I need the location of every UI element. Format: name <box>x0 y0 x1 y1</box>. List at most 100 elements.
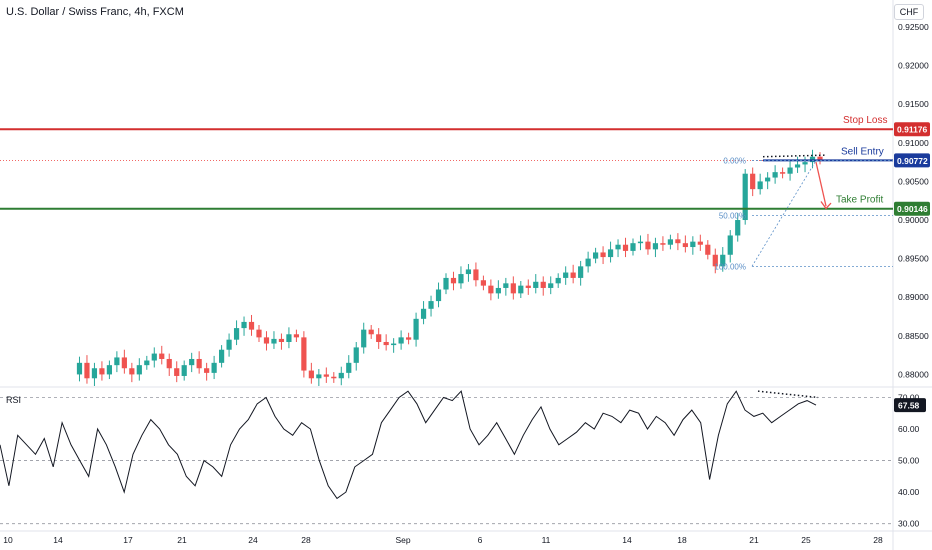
candle-body <box>465 269 472 275</box>
candle-body <box>308 370 314 379</box>
candle-body <box>181 365 187 376</box>
candle-body <box>106 365 112 375</box>
price-tick-label: 0.88500 <box>898 331 929 341</box>
candle-body <box>361 329 367 348</box>
candle-body <box>510 283 516 294</box>
sell-arrow-shaft <box>815 161 827 207</box>
candle-body <box>473 269 479 281</box>
candle-body <box>735 220 741 236</box>
candle-body <box>166 358 172 369</box>
candle-body <box>428 301 434 309</box>
take-profit-price-tag <box>894 201 930 216</box>
candle-body <box>293 334 299 338</box>
candle-body <box>525 285 531 288</box>
candle-body <box>136 365 142 375</box>
time-tick-label: 28 <box>301 535 311 545</box>
currency-button[interactable]: CHF <box>894 4 924 20</box>
candle-body <box>690 241 696 248</box>
candle-body <box>697 241 703 245</box>
price-tick-label: 0.92000 <box>898 61 929 71</box>
candle-body <box>435 289 442 302</box>
candle-body <box>765 177 771 182</box>
candle-body <box>286 334 292 342</box>
candle-body <box>91 368 98 379</box>
candle-body <box>338 372 344 379</box>
candle-body <box>480 280 486 286</box>
candle-body <box>667 239 673 245</box>
candle-body <box>241 321 247 329</box>
candle-body <box>645 241 651 250</box>
stop-loss-annotation: Stop Loss <box>843 115 887 126</box>
candle-body <box>368 329 374 335</box>
candle-body <box>353 347 359 363</box>
candle-body <box>159 353 165 359</box>
candle-body <box>129 368 135 375</box>
candle-body <box>570 272 576 278</box>
fib-level-label: 50.00% <box>719 211 746 220</box>
candle-body <box>204 368 210 373</box>
candle-body <box>794 164 801 168</box>
time-tick-label: Sep <box>395 535 410 545</box>
candle-body <box>391 343 397 346</box>
time-tick-label: 11 <box>542 535 551 545</box>
candle-body <box>518 285 524 294</box>
candle-body <box>323 374 329 377</box>
candle-body <box>376 334 382 342</box>
candle-body <box>196 358 202 369</box>
candle-body <box>615 244 621 250</box>
candle-body <box>607 249 614 258</box>
candle-body <box>211 362 217 373</box>
candle-body <box>114 357 120 366</box>
sell-entry-annotation: Sell Entry <box>841 146 884 157</box>
candle-body <box>593 252 599 259</box>
candle-body <box>413 318 419 340</box>
candle-body <box>226 339 232 350</box>
price-tick-label: 0.88000 <box>898 369 929 379</box>
candle-body <box>271 338 277 344</box>
candle-body <box>316 374 322 379</box>
rsi-label: RSI <box>6 395 22 405</box>
candle-body <box>263 337 270 344</box>
candle-body <box>76 362 83 375</box>
rsi-tick-label: 50.00 <box>898 456 920 466</box>
candle-body <box>682 243 688 248</box>
candle-body <box>406 337 412 340</box>
time-tick-label: 17 <box>123 535 133 545</box>
time-tick-label: 28 <box>873 535 883 545</box>
sell-entry-price-label: 0.90772 <box>897 156 928 166</box>
rsi-current-tag <box>894 398 926 413</box>
candle-body <box>121 357 127 369</box>
price-tick-label: 0.89000 <box>898 292 929 302</box>
candle-body <box>652 243 659 250</box>
symbol-title: U.S. Dollar / Swiss Franc, 4h, FXCM <box>6 6 184 18</box>
candle-body <box>622 244 629 251</box>
candle-body <box>189 358 195 366</box>
candle-body <box>548 283 554 288</box>
candle-body <box>301 337 307 371</box>
time-tick-label: 6 <box>478 535 483 545</box>
time-tick-label: 18 <box>677 535 687 545</box>
time-tick-label: 24 <box>248 535 258 545</box>
price-tick-label: 0.91500 <box>898 99 929 109</box>
candle-body <box>488 285 494 294</box>
candle-body <box>256 329 262 338</box>
rsi-line <box>0 390 817 500</box>
rsi-tick-label: 30.00 <box>898 519 920 529</box>
price-tick-label: 0.90000 <box>898 215 929 225</box>
price-tick-label: 0.90500 <box>898 176 929 186</box>
rsi-tick-label: 60.00 <box>898 424 920 434</box>
stop-loss-price-label: 0.91176 <box>897 125 928 135</box>
candle-body <box>750 173 756 190</box>
candle-body <box>420 308 427 319</box>
candle-body <box>705 244 711 255</box>
candle-body <box>144 360 150 366</box>
candle-body <box>233 328 240 340</box>
candle-body <box>555 277 561 284</box>
candle-body <box>398 337 404 344</box>
candle-body <box>600 252 606 258</box>
candle-body <box>675 239 681 244</box>
candle-body <box>727 235 733 255</box>
time-tick-label: 14 <box>53 535 63 545</box>
candle-body <box>540 281 546 288</box>
